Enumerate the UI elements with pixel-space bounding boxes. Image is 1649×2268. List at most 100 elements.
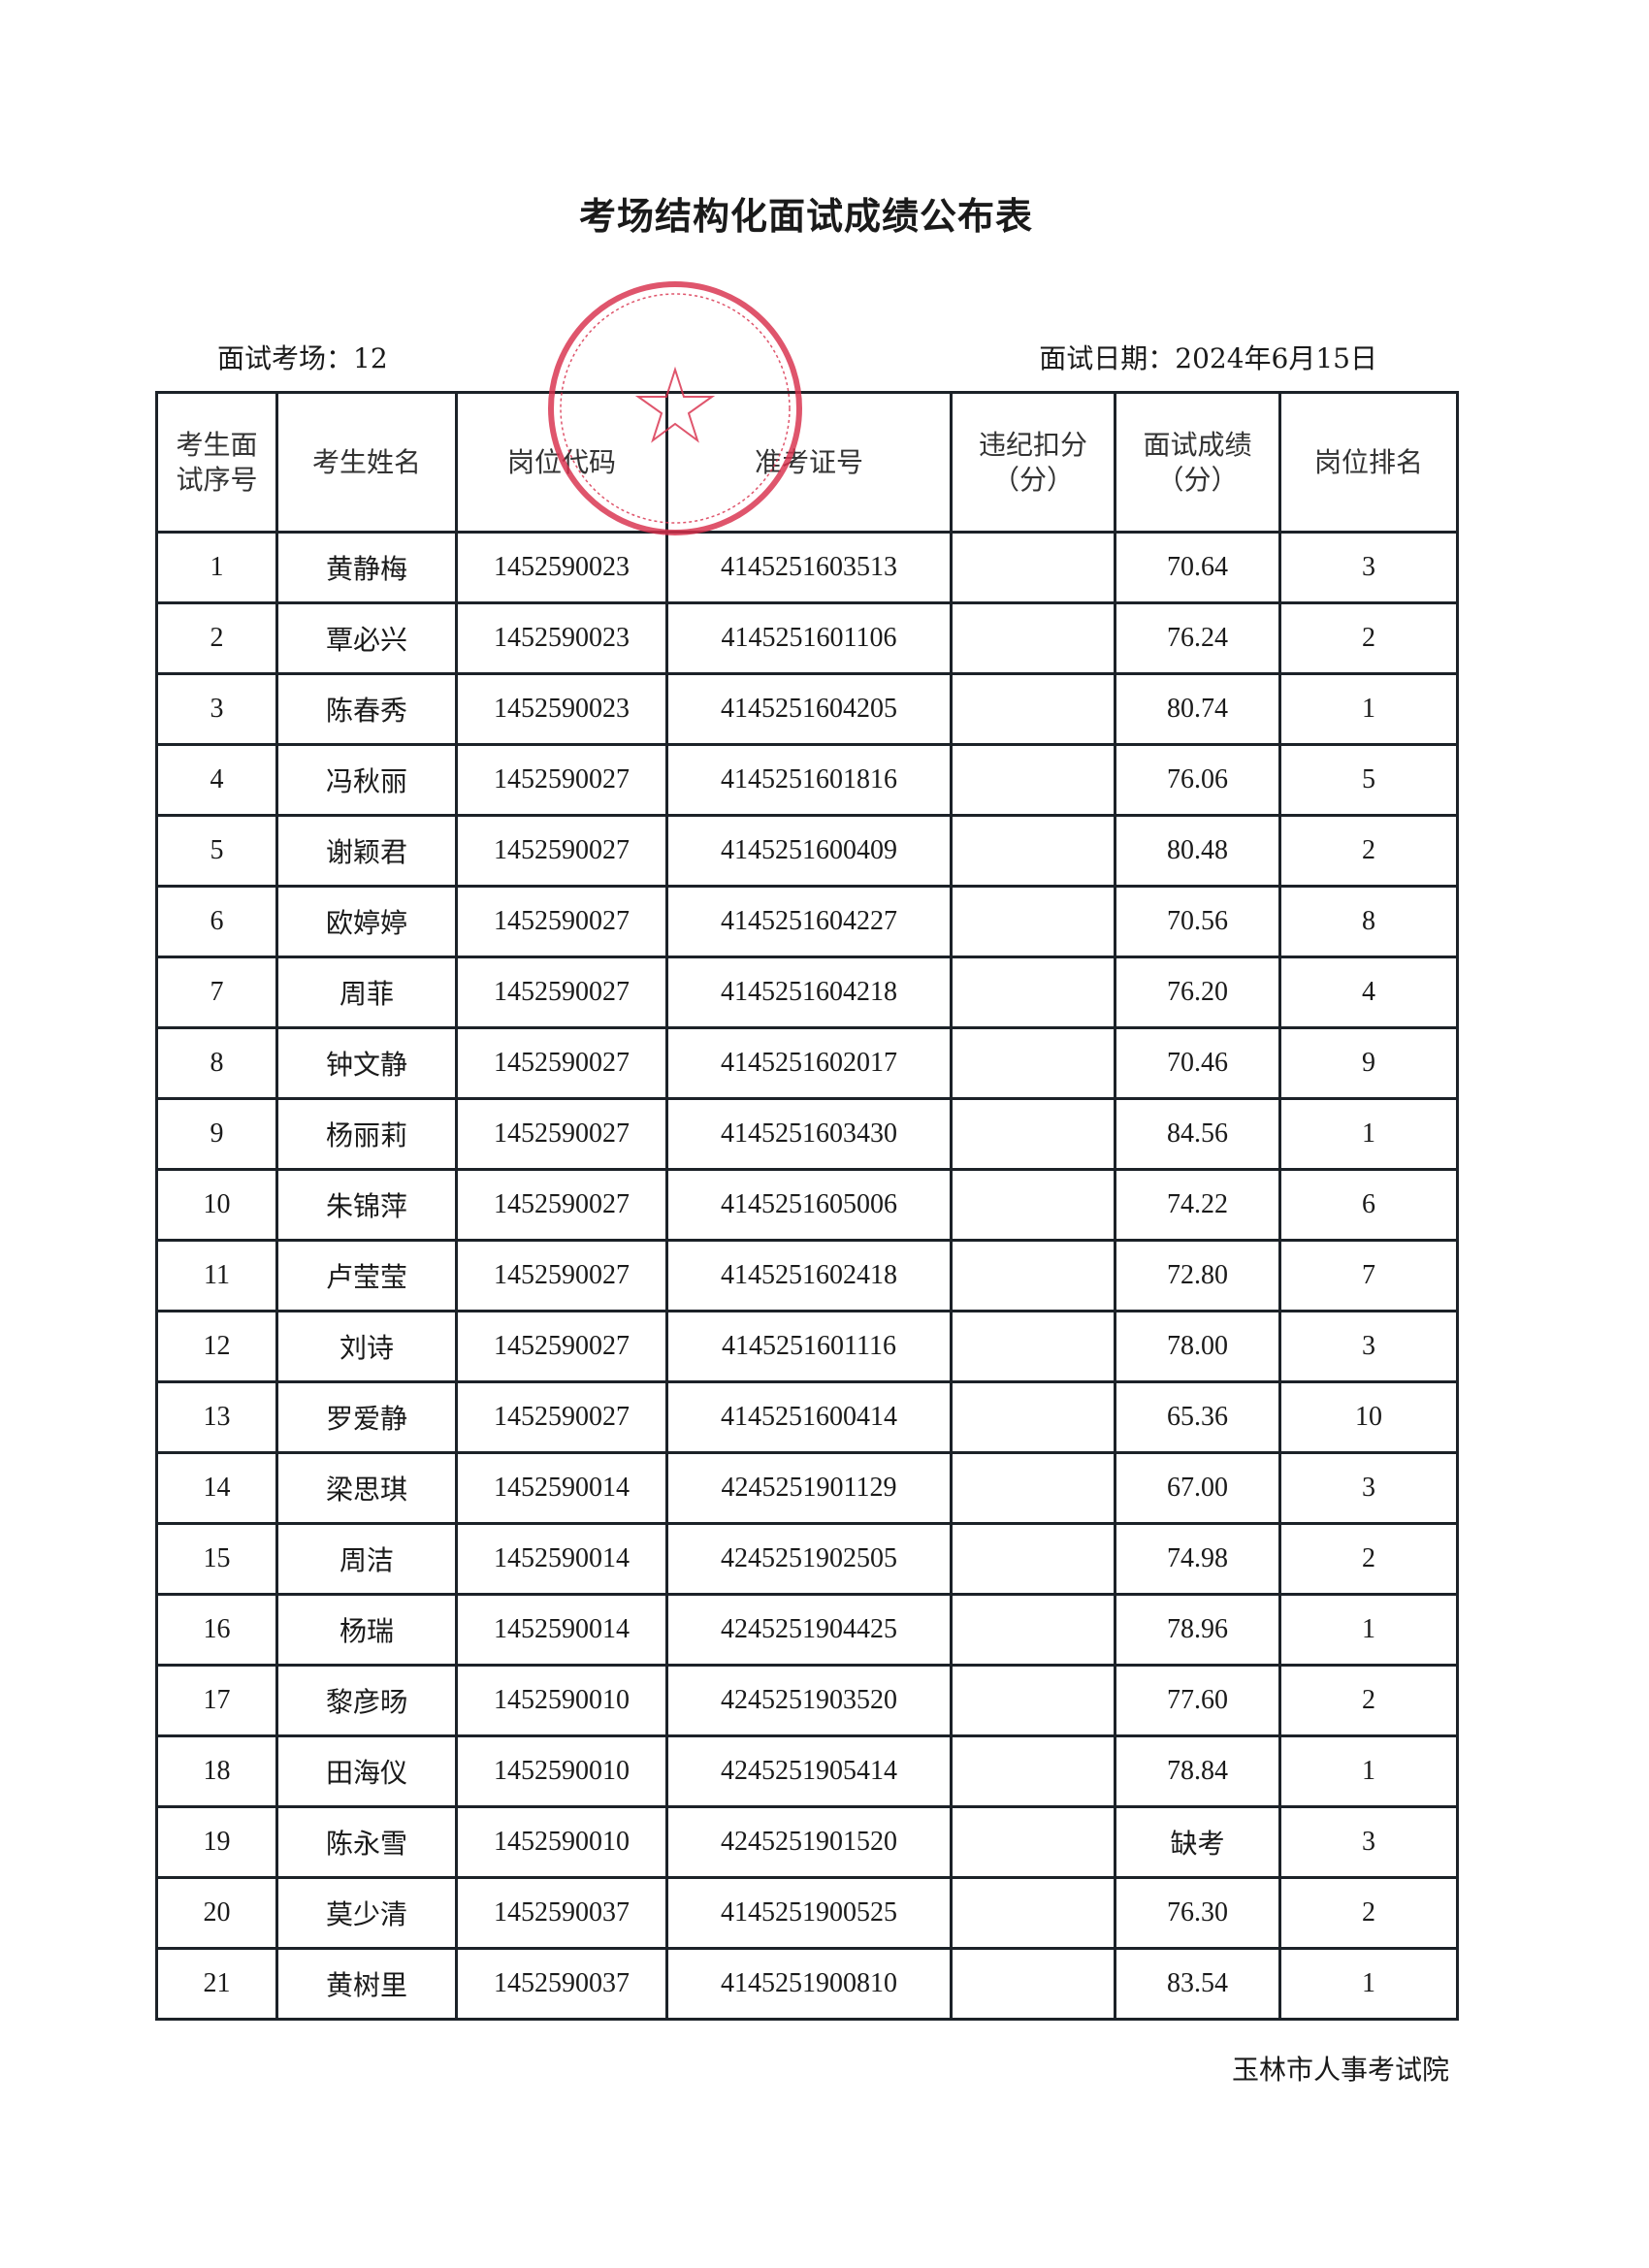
cell-ticket-no: 4145251900810	[665, 1947, 953, 2021]
table-row: 12 刘诗 1452590027 4145251601116 78.00 3	[155, 1310, 1459, 1383]
cell-ticket-no: 4145251601116	[665, 1310, 953, 1383]
cell-post-code: 1452590023	[455, 601, 668, 675]
table-row: 15 周洁 1452590014 4245251902505 74.98 2	[155, 1522, 1459, 1596]
cell-penalty	[950, 814, 1116, 888]
cell-score: 70.56	[1114, 885, 1281, 958]
cell-score: 80.74	[1114, 672, 1281, 746]
cell-post-code: 1452590027	[455, 1168, 668, 1242]
cell-post-code: 1452590027	[455, 814, 668, 888]
cell-ticket-no: 4145251900525	[665, 1876, 953, 1950]
cell-rank: 8	[1278, 885, 1459, 958]
cell-name: 周菲	[275, 956, 458, 1029]
cell-score: 67.00	[1114, 1451, 1281, 1525]
cell-ticket-no: 4145251602017	[665, 1026, 953, 1100]
cell-ticket-no: 4145251601106	[665, 601, 953, 675]
cell-seq: 21	[155, 1947, 278, 2021]
cell-name: 梁思琪	[275, 1451, 458, 1525]
cell-rank: 2	[1278, 601, 1459, 675]
cell-post-code: 1452590010	[455, 1734, 668, 1808]
cell-score: 76.30	[1114, 1876, 1281, 1950]
table-row: 21 黄树里 1452590037 4145251900810 83.54 1	[155, 1947, 1459, 2021]
cell-penalty	[950, 743, 1116, 817]
cell-name: 朱锦萍	[275, 1168, 458, 1242]
table-row: 7 周菲 1452590027 4145251604218 76.20 4	[155, 956, 1459, 1029]
cell-penalty	[950, 1239, 1116, 1312]
cell-seq: 2	[155, 601, 278, 675]
table-row: 19 陈永雪 1452590010 4245251901520 缺考 3	[155, 1805, 1459, 1879]
cell-rank: 6	[1278, 1168, 1459, 1242]
cell-seq: 18	[155, 1734, 278, 1808]
cell-penalty	[950, 1451, 1116, 1525]
cell-penalty	[950, 531, 1116, 604]
cell-post-code: 1452590037	[455, 1947, 668, 2021]
cell-ticket-no: 4245251905414	[665, 1734, 953, 1808]
cell-name: 黄静梅	[275, 531, 458, 604]
cell-seq: 15	[155, 1522, 278, 1596]
table-row: 9 杨丽莉 1452590027 4145251603430 84.56 1	[155, 1097, 1459, 1171]
cell-ticket-no: 4245251903520	[665, 1664, 953, 1737]
cell-name: 谢颖君	[275, 814, 458, 888]
cell-score: 80.48	[1114, 814, 1281, 888]
cell-post-code: 1452590027	[455, 1026, 668, 1100]
cell-rank: 3	[1278, 1310, 1459, 1383]
cell-name: 杨丽莉	[275, 1097, 458, 1171]
cell-seq: 20	[155, 1876, 278, 1950]
table-row: 1 黄静梅 1452590023 4145251603513 70.64 3	[155, 531, 1459, 604]
header-col-post-code: 岗位代码	[455, 391, 668, 534]
cell-penalty	[950, 601, 1116, 675]
cell-ticket-no: 4145251604227	[665, 885, 953, 958]
cell-seq: 13	[155, 1380, 278, 1454]
cell-penalty	[950, 1026, 1116, 1100]
cell-seq: 3	[155, 672, 278, 746]
cell-seq: 10	[155, 1168, 278, 1242]
header-text: 考生面试序号	[176, 428, 258, 496]
cell-penalty	[950, 1380, 1116, 1454]
cell-rank: 2	[1278, 1522, 1459, 1596]
cell-ticket-no: 4245251901520	[665, 1805, 953, 1879]
cell-post-code: 1452590027	[455, 1239, 668, 1312]
cell-post-code: 1452590010	[455, 1664, 668, 1737]
cell-name: 刘诗	[275, 1310, 458, 1383]
cell-penalty	[950, 1664, 1116, 1737]
cell-seq: 4	[155, 743, 278, 817]
header-text: 准考证号	[754, 445, 863, 478]
results-table: 考生面试序号 考生姓名 岗位代码 准考证号 违纪扣分（分） 面试成绩（分） 岗位排名 1 黄静…	[155, 391, 1459, 2021]
table-body: 1 黄静梅 1452590023 4145251603513 70.64 3 2 覃必兴 145…	[155, 531, 1459, 2021]
cell-score: 70.46	[1114, 1026, 1281, 1100]
header-text: 违纪扣分（分）	[978, 428, 1087, 496]
cell-ticket-no: 4145251605006	[665, 1168, 953, 1242]
header-col-name: 考生姓名	[275, 391, 458, 534]
cell-score: 74.22	[1114, 1168, 1281, 1242]
cell-seq: 7	[155, 956, 278, 1029]
cell-score: 65.36	[1114, 1380, 1281, 1454]
table-row: 17 黎彦旸 1452590010 4245251903520 77.60 2	[155, 1664, 1459, 1737]
cell-penalty	[950, 1593, 1116, 1667]
cell-seq: 6	[155, 885, 278, 958]
cell-ticket-no: 4145251601816	[665, 743, 953, 817]
cell-name: 冯秋丽	[275, 743, 458, 817]
cell-seq: 19	[155, 1805, 278, 1879]
cell-post-code: 1452590037	[455, 1876, 668, 1950]
cell-seq: 5	[155, 814, 278, 888]
cell-rank: 3	[1278, 531, 1459, 604]
cell-post-code: 1452590027	[455, 956, 668, 1029]
cell-rank: 1	[1278, 672, 1459, 746]
cell-name: 莫少清	[275, 1876, 458, 1950]
issuer-footer: 玉林市人事考试院	[1231, 2054, 1449, 2086]
cell-ticket-no: 4145251604218	[665, 956, 953, 1029]
cell-ticket-no: 4145251604205	[665, 672, 953, 746]
table-row: 3 陈春秀 1452590023 4145251604205 80.74 1	[155, 672, 1459, 746]
cell-post-code: 1452590014	[455, 1593, 668, 1667]
header-text: 考生姓名	[311, 445, 421, 478]
cell-rank: 2	[1278, 1664, 1459, 1737]
cell-penalty	[950, 1947, 1116, 2021]
cell-score: 70.64	[1114, 531, 1281, 604]
cell-ticket-no: 4245251904425	[665, 1593, 953, 1667]
cell-ticket-no: 4145251600409	[665, 814, 953, 888]
cell-seq: 17	[155, 1664, 278, 1737]
cell-score: 76.24	[1114, 601, 1281, 675]
cell-post-code: 1452590027	[455, 1380, 668, 1454]
cell-post-code: 1452590027	[455, 743, 668, 817]
cell-penalty	[950, 1097, 1116, 1171]
cell-penalty	[950, 672, 1116, 746]
